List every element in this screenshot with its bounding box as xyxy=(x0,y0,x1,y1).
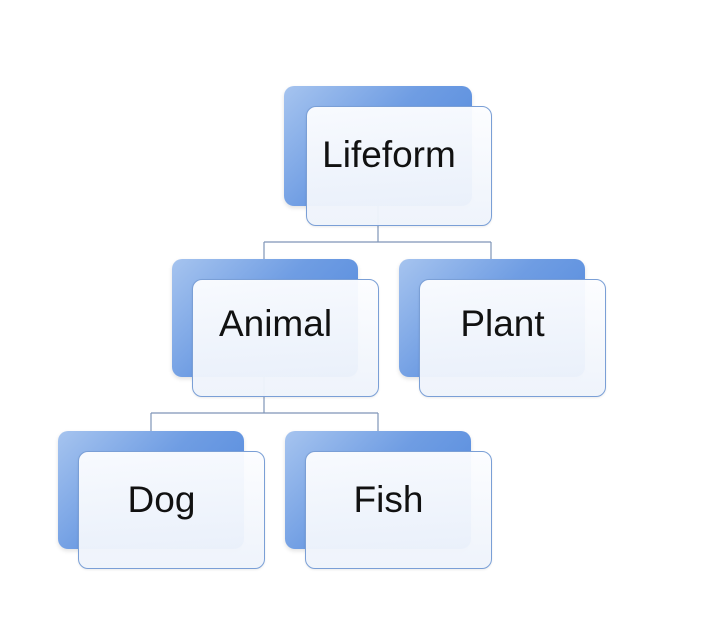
node-lifeform-box[interactable]: Lifeform xyxy=(306,106,492,226)
node-lifeform-label: Lifeform xyxy=(322,133,456,175)
node-fish-box[interactable]: Fish xyxy=(305,451,492,569)
node-animal-label: Animal xyxy=(218,302,333,344)
node-dog-label: Dog xyxy=(127,478,196,520)
node-fish-label: Fish xyxy=(353,478,424,520)
node-plant-label: Plant xyxy=(460,302,545,344)
node-plant-box[interactable]: Plant xyxy=(419,279,606,397)
node-dog-box[interactable]: Dog xyxy=(78,451,265,569)
node-animal-box[interactable]: Animal xyxy=(192,279,379,397)
